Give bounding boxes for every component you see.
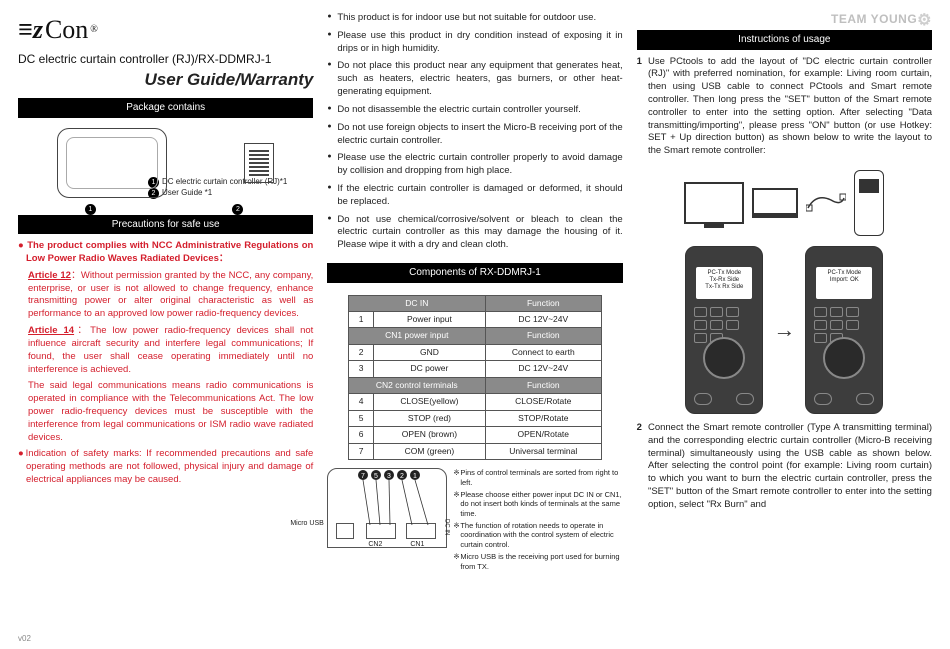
safety-bullet: If the electric curtain controller is da… (327, 183, 622, 209)
port-note: Micro USB is the receiving port used for… (453, 552, 622, 571)
user-guide-label: User Guide/Warranty (18, 69, 313, 92)
micro-usb-label: Micro USB (290, 519, 323, 528)
remote-screen-left: PC-Tx Mode Tx-Rx Side Tx-Tx Rx Side (685, 246, 763, 414)
port-diagram: Micro USB 7 5 3 2 1 (327, 468, 622, 574)
components-table: DC INFunction 1Power inputDC 12V~24V CN1… (348, 295, 602, 461)
laptop-icon (752, 188, 798, 218)
port-note: Pins of control terminals are sorted fro… (453, 468, 622, 487)
package-legend: 1DC electric curtain controller (RJ)*1 2… (148, 177, 313, 199)
column-right: Instructions of usage 1 Use PCtools to a… (637, 12, 932, 643)
dcin-label: DC IN (442, 519, 450, 535)
section-instructions: Instructions of usage (637, 30, 932, 50)
section-precautions: Precautions for safe use (18, 215, 313, 235)
arrow-icon: → (773, 315, 795, 345)
safety-bullet: Do not disassemble the electric curtain … (327, 104, 622, 117)
safety-bullet: Do not use foreign objects to insert the… (327, 122, 622, 148)
svg-text:1: 1 (413, 473, 417, 480)
remote-screen-right: PC-Tx Mode Import: OK (805, 246, 883, 414)
remote-screen-text: PC-Tx Mode Import: OK (816, 267, 872, 299)
column-left: ≡zzConCon® DC electric curtain controlle… (18, 12, 313, 643)
connection-diagram (637, 170, 932, 236)
safety-bullet: Do not place this product near any equip… (327, 60, 622, 98)
brand-logo: ≡zzConCon® (18, 12, 313, 47)
device-icon (57, 128, 167, 198)
column-middle: This product is for indoor use but not s… (327, 12, 622, 643)
legal-comm-text: The said legal communications means radi… (18, 380, 313, 444)
port-note: Please choose either power input DC IN o… (453, 490, 622, 518)
safety-bullet: This product is for indoor use but not s… (327, 12, 622, 25)
precautions-intro: ● The product complies with NCC Administ… (18, 240, 313, 266)
safety-bullet: Do not use chemical/corrosive/solvent or… (327, 214, 622, 252)
cn1-label: CN1 (410, 540, 424, 549)
instruction-step-1: 1 Use PCtools to add the layout of "DC e… (637, 56, 932, 159)
safety-bullet: Please use the electric curtain controll… (327, 152, 622, 178)
usb-cable-icon (806, 188, 846, 218)
version-label: v02 (18, 634, 31, 643)
port-note: The function of rotation needs to operat… (453, 521, 622, 549)
svg-text:2: 2 (400, 473, 404, 480)
svg-text:3: 3 (387, 473, 391, 480)
port-lines-svg: 7 5 3 2 1 (328, 469, 448, 549)
port-notes: Pins of control terminals are sorted fro… (453, 468, 622, 574)
article-14: Article 14：The low power radio-frequency… (18, 325, 313, 376)
remote-small-icon (854, 170, 884, 236)
safety-bullet-list: This product is for indoor use but not s… (327, 12, 622, 257)
document-icon (244, 143, 274, 183)
page-root: ≡zzConCon® DC electric curtain controlle… (0, 0, 950, 649)
product-title: DC electric curtain controller (RJ)/RX-D… (18, 51, 313, 67)
section-package-contains: Package contains (18, 98, 313, 118)
port-box: Micro USB 7 5 3 2 1 (327, 468, 447, 548)
section-components: Components of RX-DDMRJ-1 (327, 263, 622, 283)
team-young-logo: TEAM YOUNG⚙ (831, 10, 932, 30)
remote-screen-text: PC-Tx Mode Tx-Rx Side Tx-Tx Rx Side (696, 267, 752, 299)
remote-screens-row: PC-Tx Mode Tx-Rx Side Tx-Tx Rx Side → PC… (637, 246, 932, 414)
cn2-label: CN2 (368, 540, 382, 549)
instruction-step-2: 2 Connect the Smart remote controller (T… (637, 422, 932, 512)
article-12: Article 12：Without permission granted by… (18, 270, 313, 321)
safety-marks-text: ●Indication of safety marks: If recommen… (18, 448, 313, 486)
monitor-icon (684, 182, 744, 224)
svg-text:7: 7 (361, 473, 365, 480)
safety-bullet: Please use this product in dry condition… (327, 30, 622, 56)
svg-text:5: 5 (374, 473, 378, 480)
